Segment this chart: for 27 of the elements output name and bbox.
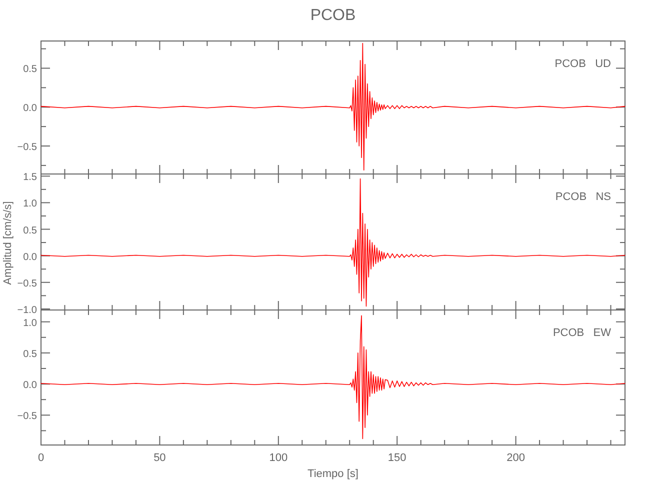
- annotation: PCOB UD: [554, 58, 612, 70]
- x-axis-title: Tiempo [s]: [308, 468, 358, 480]
- x-tick-label: 0: [38, 452, 44, 464]
- line-series: [40, 178, 626, 307]
- y-tick-label: 1.5: [23, 172, 38, 184]
- y-tick-label: 0.0: [23, 252, 38, 263]
- y-tick-label: 0.0: [23, 103, 38, 114]
- x-tick-label: 150: [388, 452, 406, 464]
- annotation: PCOB NS: [555, 191, 611, 203]
- x-tick-label: 100: [269, 452, 288, 464]
- y-tick-label: 0.5: [23, 64, 38, 76]
- line-series: [40, 315, 626, 440]
- x-tick-label: 200: [506, 452, 525, 464]
- y-axis-title: Amplitud [cm/s/s]: [2, 201, 14, 285]
- y-tick-label: −0.5: [17, 411, 38, 422]
- y-tick-label: −0.5: [17, 142, 38, 153]
- y-tick-label: 1.0: [23, 198, 38, 210]
- chart-title: PCOB: [310, 7, 356, 24]
- y-tick-label: −0.5: [17, 278, 38, 290]
- y-tick-label: 0.5: [23, 225, 38, 236]
- annotation: PCOB EW: [552, 327, 612, 339]
- y-tick-label: 0.5: [23, 348, 38, 360]
- line-series: [40, 42, 626, 171]
- y-tick-label: 1.0: [23, 318, 38, 329]
- x-tick-label: 50: [154, 452, 166, 464]
- y-tick-label: 0.0: [23, 380, 38, 392]
- y-tick-label: −1.0: [17, 304, 38, 316]
